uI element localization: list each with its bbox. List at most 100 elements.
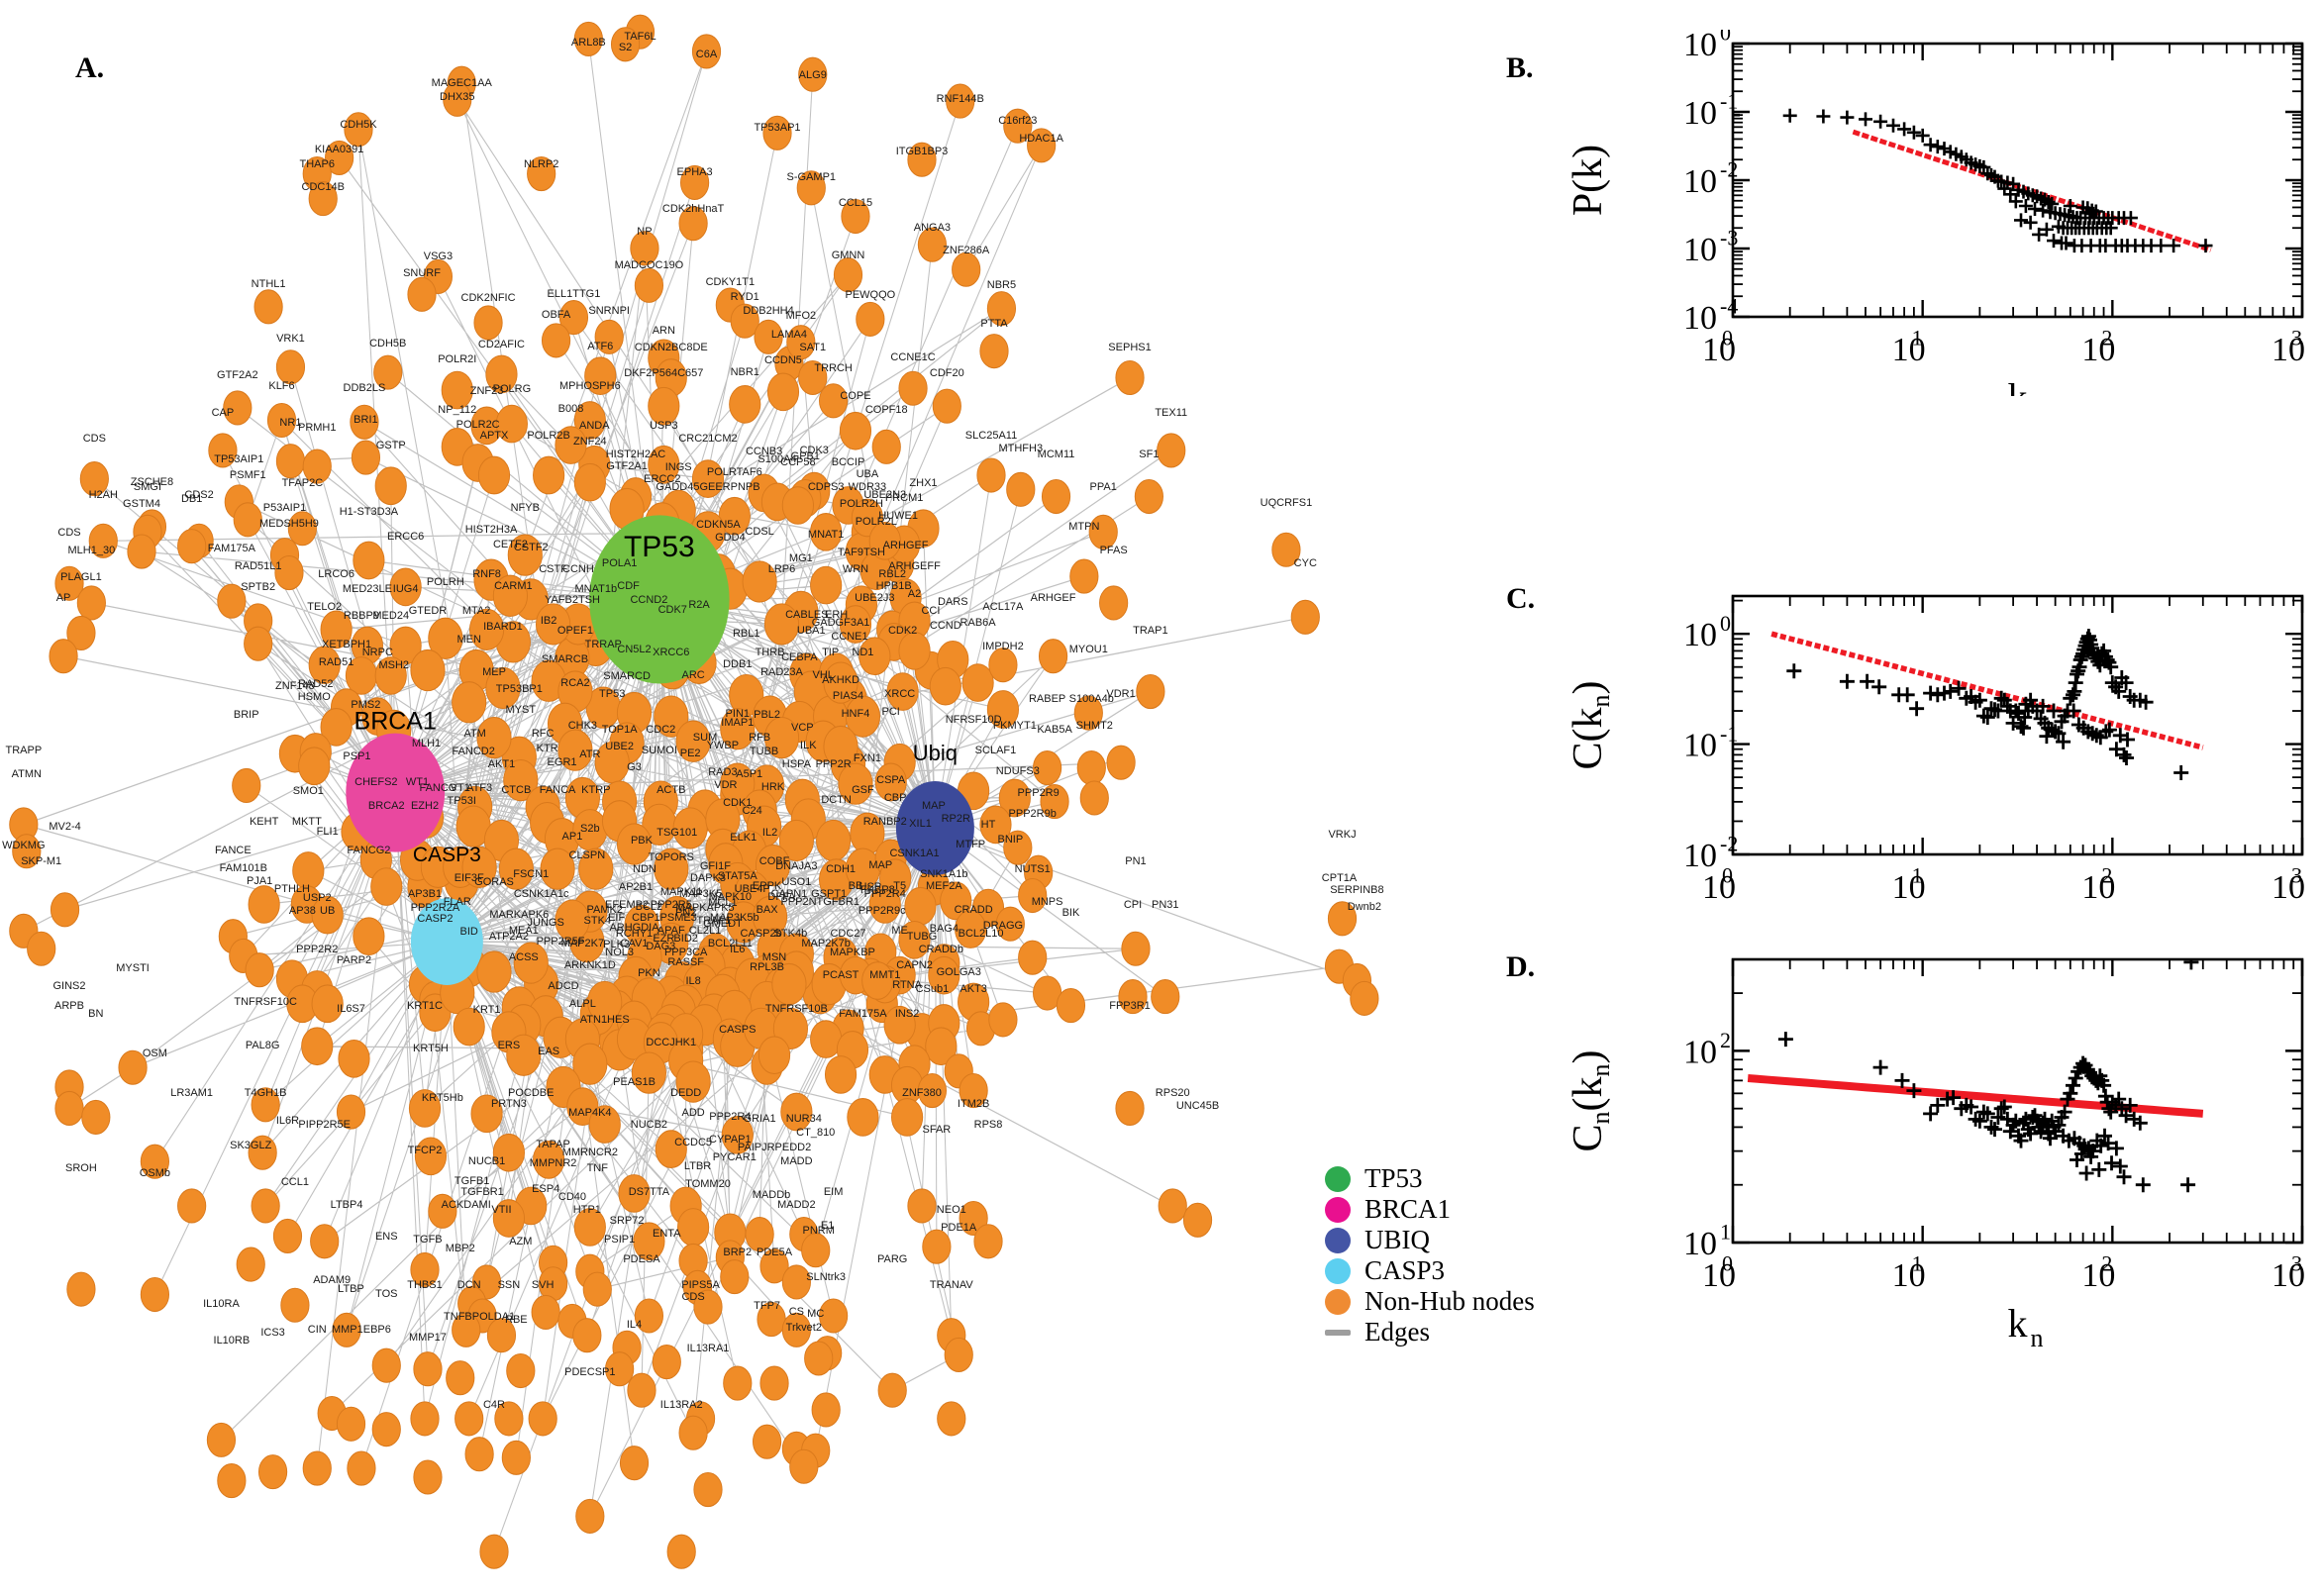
network-node[interactable]: [177, 1188, 207, 1224]
network-node[interactable]: [1027, 128, 1057, 163]
network-node[interactable]: [498, 848, 534, 890]
network-node[interactable]: [492, 1199, 525, 1238]
network-node[interactable]: [572, 1043, 608, 1085]
network-node[interactable]: [54, 1090, 84, 1126]
network-node[interactable]: [531, 1294, 560, 1330]
network-node[interactable]: [332, 1312, 361, 1347]
network-node[interactable]: [742, 560, 777, 603]
network-node[interactable]: [633, 1222, 665, 1261]
network-node[interactable]: [856, 301, 885, 337]
network-node[interactable]: [54, 565, 84, 601]
network-node[interactable]: [780, 1092, 813, 1132]
network-nodes-layer[interactable]: [9, 14, 1379, 1569]
network-node[interactable]: [861, 961, 894, 1000]
network-node[interactable]: [479, 1534, 509, 1569]
network-node[interactable]: [810, 565, 843, 605]
network-node[interactable]: [1157, 433, 1186, 468]
network-node[interactable]: [501, 1440, 531, 1475]
network-node[interactable]: [140, 1144, 170, 1179]
network-node[interactable]: [248, 885, 280, 924]
network-node[interactable]: [959, 1072, 988, 1109]
network-node[interactable]: [819, 1298, 849, 1334]
network-node[interactable]: [986, 291, 1017, 327]
network-node[interactable]: [988, 648, 1018, 683]
network-node[interactable]: [470, 1094, 503, 1134]
network-node[interactable]: [308, 181, 338, 217]
network-node[interactable]: [917, 227, 948, 262]
network-node[interactable]: [619, 1446, 650, 1481]
network-node[interactable]: [1182, 1202, 1213, 1238]
network-node[interactable]: [127, 534, 156, 569]
network-node[interactable]: [721, 1115, 754, 1154]
network-node[interactable]: [301, 1027, 334, 1066]
network-node[interactable]: [413, 1459, 443, 1495]
network-node[interactable]: [1151, 979, 1180, 1015]
network-hub-node-casp3[interactable]: [410, 898, 483, 985]
network-node[interactable]: [979, 334, 1009, 369]
network-node[interactable]: [413, 1351, 443, 1387]
network-node[interactable]: [588, 1105, 621, 1144]
network-node[interactable]: [766, 372, 800, 412]
network-node[interactable]: [752, 1424, 782, 1459]
network-node[interactable]: [898, 631, 931, 670]
network-node[interactable]: [557, 729, 593, 771]
network-node[interactable]: [758, 1036, 791, 1075]
network-node[interactable]: [1041, 478, 1071, 515]
network-node[interactable]: [208, 433, 238, 468]
network-node[interactable]: [311, 895, 344, 935]
network-node[interactable]: [754, 319, 783, 354]
network-node[interactable]: [245, 952, 274, 988]
network-node[interactable]: [763, 716, 800, 759]
network-node[interactable]: [573, 462, 606, 502]
network-node[interactable]: [868, 521, 901, 560]
network-node[interactable]: [253, 289, 283, 325]
network-node[interactable]: [678, 206, 708, 242]
network-node[interactable]: [244, 626, 273, 661]
network-node[interactable]: [410, 1251, 440, 1287]
network-node[interactable]: [988, 1002, 1018, 1038]
network-node[interactable]: [1079, 780, 1109, 816]
network-node[interactable]: [280, 1287, 310, 1323]
network-node[interactable]: [929, 666, 961, 706]
network-node[interactable]: [883, 1005, 916, 1045]
network-node[interactable]: [476, 950, 512, 993]
network-node[interactable]: [720, 708, 756, 750]
network-node[interactable]: [634, 1298, 664, 1334]
network-node[interactable]: [616, 823, 653, 865]
network-node[interactable]: [325, 140, 354, 175]
network-node[interactable]: [618, 1174, 651, 1213]
network-node[interactable]: [786, 325, 816, 360]
network-node[interactable]: [477, 455, 511, 495]
network-node[interactable]: [506, 1352, 536, 1389]
network-graph[interactable]: [0, 0, 1416, 1596]
network-node[interactable]: [839, 411, 872, 450]
network-node[interactable]: [932, 388, 961, 424]
network-node[interactable]: [298, 747, 331, 786]
network-node[interactable]: [833, 257, 863, 293]
network-node[interactable]: [720, 762, 756, 805]
network-node[interactable]: [907, 142, 937, 177]
network-node[interactable]: [816, 819, 852, 862]
network-node[interactable]: [587, 980, 623, 1024]
network-node[interactable]: [1018, 940, 1048, 975]
network-node[interactable]: [351, 440, 381, 475]
network-node[interactable]: [575, 1498, 605, 1534]
network-node[interactable]: [446, 1360, 475, 1396]
network-node[interactable]: [898, 920, 931, 959]
network-node[interactable]: [320, 708, 353, 747]
network-node[interactable]: [723, 1365, 753, 1401]
network-node[interactable]: [371, 1347, 401, 1383]
network-node[interactable]: [955, 910, 987, 948]
network-node[interactable]: [573, 401, 606, 440]
network-node[interactable]: [373, 354, 403, 390]
network-node[interactable]: [345, 656, 378, 695]
network-node[interactable]: [371, 1412, 401, 1447]
network-node[interactable]: [1271, 532, 1301, 567]
network-node[interactable]: [76, 585, 106, 621]
network-node[interactable]: [648, 386, 680, 426]
network-node[interactable]: [627, 1372, 656, 1408]
network-node[interactable]: [492, 574, 528, 617]
network-node[interactable]: [177, 529, 207, 564]
network-node[interactable]: [1134, 478, 1163, 515]
network-node[interactable]: [937, 1401, 966, 1437]
